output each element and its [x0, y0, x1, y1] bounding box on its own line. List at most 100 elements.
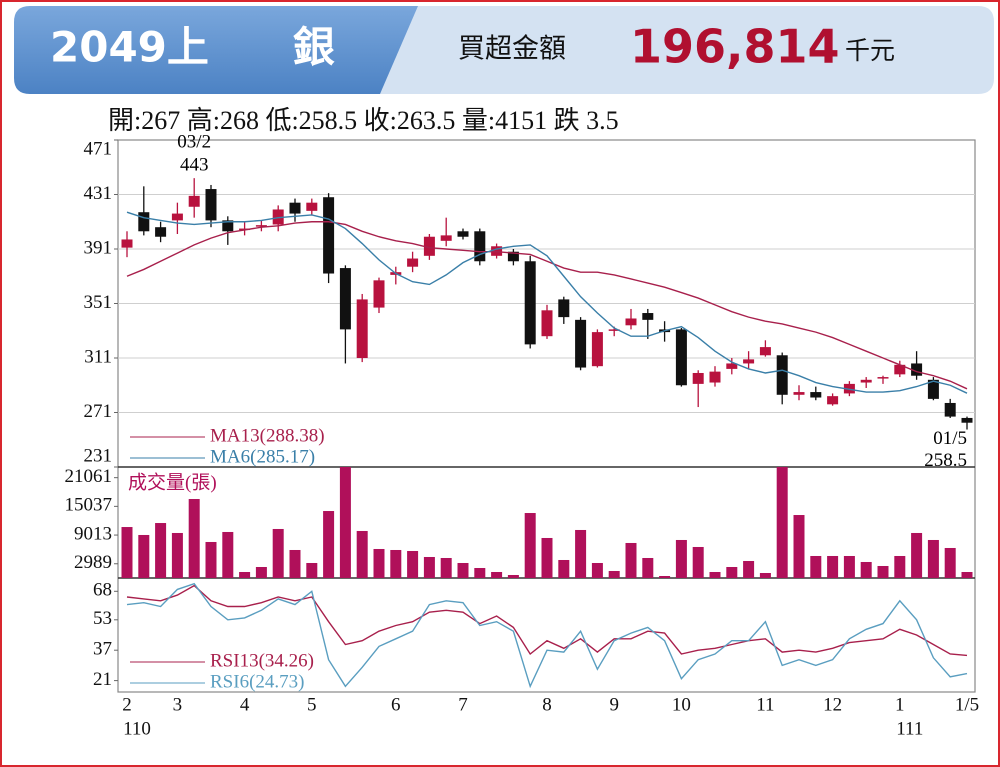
volume-bar: [373, 548, 385, 578]
series-line: [126, 582, 968, 689]
volume-bar: [625, 542, 637, 578]
series-line: [126, 211, 968, 394]
y-tick-label: 231: [84, 445, 113, 466]
annotation-date: 03/2: [177, 132, 211, 153]
plot-frame: [117, 139, 976, 693]
candle-body: [457, 231, 469, 237]
candle-body: [726, 363, 738, 369]
candle-body: [894, 364, 906, 375]
series-line: [126, 221, 968, 390]
candle-body: [440, 235, 452, 241]
candle-body: [591, 332, 603, 367]
candle-body: [675, 329, 687, 386]
candle-body: [575, 319, 587, 368]
y-tick-label: 15037: [65, 495, 113, 516]
y-tick-label: 391: [84, 237, 113, 258]
volume-bar: [222, 531, 234, 578]
volume-bar: [659, 575, 671, 578]
volume-bar: [272, 528, 284, 578]
candle-body: [339, 268, 351, 330]
volume-bar: [743, 560, 755, 578]
candle-body: [860, 379, 872, 383]
volume-bar: [507, 574, 519, 578]
candle-body: [810, 392, 822, 398]
volume-bar: [289, 549, 301, 578]
y-tick-label: 21: [93, 669, 112, 690]
volume-bar: [356, 530, 368, 578]
y-tick-label: 9013: [74, 523, 112, 544]
x-tick-label: 4: [240, 694, 250, 715]
candle-body: [507, 251, 519, 262]
volume-bar: [911, 532, 923, 578]
volume-bar: [591, 562, 603, 578]
legend-label: MA6(285.17): [210, 446, 315, 467]
x-tick-label: 10: [672, 694, 691, 715]
candle-body: [205, 189, 217, 221]
candle-body: [323, 197, 335, 274]
volume-bar: [843, 555, 855, 578]
panel-title: 成交量(張): [128, 471, 217, 493]
volume-bar: [810, 555, 822, 578]
x-tick-label: 11: [756, 694, 774, 715]
y-tick-label: 68: [93, 580, 112, 601]
unit: 千元: [845, 36, 895, 65]
candle-body: [306, 202, 318, 211]
x-tick-label: 8: [542, 694, 552, 715]
volume-bar: [440, 557, 452, 578]
candle-body: [743, 359, 755, 364]
volume-bar: [423, 556, 435, 578]
candle-body: [776, 355, 788, 395]
volume-bar: [541, 537, 553, 578]
volume-bar: [171, 532, 183, 578]
header-tab: [14, 6, 418, 94]
volume-bar: [927, 539, 939, 578]
volume-bar: [776, 467, 788, 578]
y-tick-label: 21061: [65, 466, 113, 487]
x-tick-label: 7: [458, 694, 468, 715]
volume-bar: [675, 539, 687, 578]
volume-bar: [961, 571, 973, 578]
candle-body: [793, 392, 805, 395]
buy-label: 買超金額: [458, 34, 566, 65]
volume-bar: [692, 546, 704, 578]
candle-body: [877, 377, 889, 379]
volume-bar: [205, 541, 217, 578]
volume-bar: [759, 572, 771, 578]
volume-bar: [339, 467, 351, 578]
volume-bar: [239, 571, 251, 578]
annotation-value: 443: [180, 155, 209, 176]
candle-body: [474, 231, 486, 262]
volume-bar: [793, 515, 805, 578]
candle-body: [155, 227, 167, 237]
volume-bar: [642, 557, 654, 578]
volume-bar: [474, 567, 486, 578]
stock-title: 2049上 銀: [50, 23, 335, 72]
candle-body: [692, 372, 704, 384]
candle-body: [709, 371, 721, 383]
legend-label: RSI6(24.73): [210, 671, 304, 692]
candle-body: [642, 313, 654, 320]
candle-body: [961, 417, 973, 423]
y-tick-label: 351: [84, 292, 113, 313]
candle-body: [541, 310, 553, 337]
candle-body: [827, 396, 839, 405]
volume-bar: [944, 547, 956, 578]
volume-bar: [121, 527, 133, 578]
x-tick-label: 1/5: [955, 694, 979, 715]
x-tick-label: 9: [609, 694, 619, 715]
price-info: 開:267 高:268 低:258.5 收:263.5 量:4151 跌 3.5: [108, 106, 619, 135]
legend-label: RSI13(34.26): [210, 650, 314, 671]
candle-body: [356, 299, 368, 358]
volume-bar: [491, 571, 503, 578]
candle-body: [138, 212, 150, 232]
candle-body: [558, 299, 570, 318]
volume-bar: [306, 562, 318, 578]
y-tick-label: 471: [84, 138, 113, 159]
y-tick-label: 2989: [74, 552, 112, 573]
y-tick-label: 271: [84, 401, 113, 422]
candle-body: [625, 318, 637, 326]
volume-bar: [827, 555, 839, 578]
annotation-date: 01/5: [933, 428, 967, 449]
volume-bar: [188, 499, 200, 578]
